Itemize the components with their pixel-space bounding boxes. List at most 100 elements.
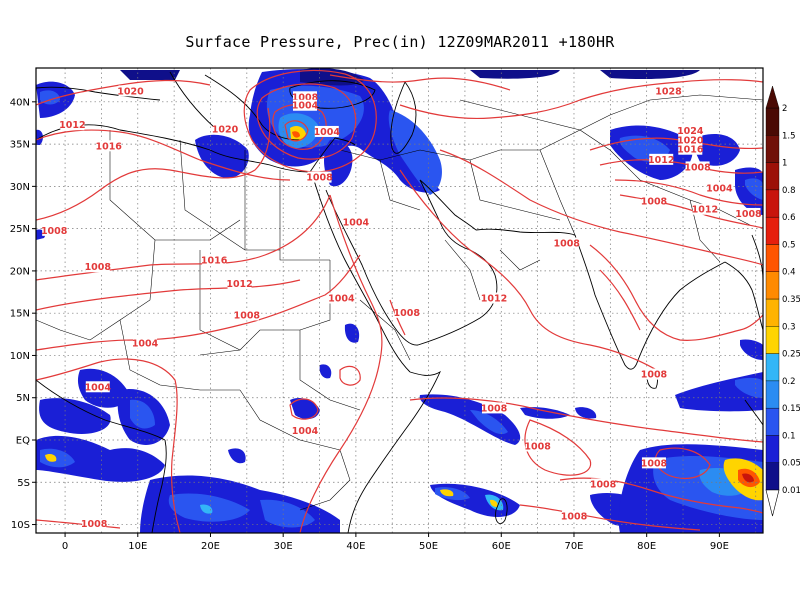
colorbar-label: 0.3 bbox=[782, 322, 796, 332]
colorbar-label: 1 bbox=[782, 159, 787, 169]
colorbar-label: 0.4 bbox=[782, 268, 796, 278]
isobar-label: 1008 bbox=[590, 480, 617, 491]
isobar-label: 1016 bbox=[95, 141, 122, 152]
y-tick-label: 5N bbox=[16, 393, 30, 404]
colorbar-label: 0.8 bbox=[782, 186, 796, 196]
isobar-label-bg bbox=[678, 143, 703, 155]
isobar-label: 1004 bbox=[343, 217, 370, 228]
colorbar-swatch bbox=[765, 326, 780, 354]
colorbar-swatch bbox=[765, 380, 780, 409]
isobar-label-bg bbox=[736, 207, 761, 219]
isobar-label: 1020 bbox=[212, 124, 239, 135]
isobar-label-bg bbox=[329, 292, 354, 304]
isobar-label-bg bbox=[692, 203, 717, 215]
isobar-label: 1008 bbox=[292, 92, 319, 103]
colorbar-swatch bbox=[765, 216, 780, 245]
isobar-label: 1012 bbox=[481, 294, 507, 305]
colorbar-label: 0.25 bbox=[782, 350, 800, 360]
isobar-label: 1004 bbox=[328, 294, 355, 305]
y-tick-label: 20N bbox=[10, 266, 30, 277]
isobar-label: 1004 bbox=[314, 127, 341, 138]
isobar-label-bg bbox=[656, 85, 681, 97]
isobar-label-bg bbox=[343, 216, 368, 228]
isobar-label: 1012 bbox=[226, 279, 252, 290]
isobar-label: 1008 bbox=[81, 519, 108, 530]
colorbar-swatch bbox=[765, 244, 780, 272]
isobar-label-bg bbox=[292, 91, 317, 103]
isobar-label-bg bbox=[394, 306, 419, 318]
isobar-label: 1008 bbox=[641, 370, 668, 381]
isobar-label-bg bbox=[292, 99, 317, 111]
isobar-label-bg bbox=[292, 425, 317, 437]
colorbar-swatch bbox=[765, 462, 780, 491]
isobar-label: 1008 bbox=[234, 310, 261, 321]
isobar-label-bg bbox=[641, 195, 666, 207]
x-tick-label: 80E bbox=[637, 541, 656, 552]
colorbar-label: 2 bbox=[782, 104, 787, 114]
isobar-label: 1008 bbox=[394, 308, 421, 319]
colorbar-swatch bbox=[765, 107, 780, 136]
x-tick-label: 90E bbox=[710, 541, 729, 552]
isobar-label-bg bbox=[685, 161, 710, 173]
colorbar-swatch bbox=[765, 162, 780, 191]
isobar-label-bg bbox=[85, 261, 110, 273]
isobar-label-bg bbox=[678, 125, 703, 137]
isobar-label-bg bbox=[96, 140, 121, 152]
isobar-label: 1028 bbox=[655, 86, 682, 97]
y-tick-label: 5S bbox=[17, 478, 30, 489]
colorbar-label: 0.15 bbox=[782, 404, 800, 414]
colorbar-label: 0.6 bbox=[782, 213, 796, 223]
y-tick-label: 25N bbox=[10, 224, 30, 235]
colorbar-swatch bbox=[765, 298, 780, 327]
x-tick-label: 10E bbox=[128, 541, 147, 552]
isobar-label-bg bbox=[525, 440, 550, 452]
isobar-label-bg bbox=[649, 153, 674, 165]
isobar-label-bg bbox=[482, 292, 507, 304]
isobar-label: 1008 bbox=[641, 196, 668, 207]
y-tick-label: 40N bbox=[10, 97, 30, 108]
isobar-label-bg bbox=[202, 254, 227, 266]
precip-colorbar: 0.01 0.05 0.1 0.15 0.2 0.25 0.3 0.35 0.4 0.5 0.6 0.… bbox=[765, 85, 800, 517]
isobar-label: 1008 bbox=[85, 262, 112, 273]
x-axis: 0 10E 20E 30E 40E 50E 60E 70E 80E 90E bbox=[62, 533, 729, 552]
isobar-label-bg bbox=[133, 337, 158, 349]
x-tick-label: 70E bbox=[564, 541, 583, 552]
isobar-label-bg bbox=[118, 85, 143, 97]
isobar-label: 1012 bbox=[648, 155, 674, 166]
colorbar-label: 0.1 bbox=[782, 431, 796, 441]
isobar-label: 1016 bbox=[201, 255, 228, 266]
isobar-label: 1024 bbox=[677, 126, 704, 137]
isobar-label-bg bbox=[641, 368, 666, 380]
colorbar-label: 0.35 bbox=[782, 295, 800, 305]
x-tick-label: 0 bbox=[62, 541, 68, 552]
map-frame bbox=[35, 67, 764, 534]
x-tick-label: 40E bbox=[346, 541, 365, 552]
y-tick-label: 10N bbox=[10, 351, 30, 362]
colorbar-label: 1.5 bbox=[782, 131, 796, 141]
colorbar-swatch bbox=[765, 271, 780, 300]
isobar-label-bg bbox=[60, 119, 85, 131]
colorbar-swatch bbox=[765, 407, 780, 436]
isobar-label: 1004 bbox=[132, 338, 159, 349]
isobar-label: 1008 bbox=[306, 173, 333, 184]
isobar-label: 1020 bbox=[677, 135, 704, 146]
chart-title: Surface Pressure, Prec(in) 12Z09MAR2011 … bbox=[185, 33, 615, 51]
colorbar-swatch bbox=[765, 435, 780, 463]
colorbar-label: 0.5 bbox=[782, 240, 796, 250]
isobar-label: 1008 bbox=[524, 441, 551, 452]
isobar-label-bg bbox=[82, 518, 107, 530]
isobar-label: 1016 bbox=[677, 145, 704, 156]
isobar-label-bg bbox=[678, 134, 703, 146]
isobar-label: 1004 bbox=[85, 382, 112, 393]
isobar-label-bg bbox=[42, 224, 67, 236]
colorbar-bottom-arrow bbox=[765, 489, 780, 517]
isobar-label-bg bbox=[85, 381, 110, 393]
colorbar-swatch bbox=[765, 353, 780, 382]
isobar-label: 1004 bbox=[292, 101, 319, 112]
colorbar-swatch bbox=[765, 135, 780, 163]
y-tick-label: 10S bbox=[11, 520, 30, 531]
isobar-label-bg bbox=[213, 123, 238, 135]
isobar-label-bg bbox=[591, 478, 616, 490]
isobar-labels: 1020101210161020100810041004100810041008… bbox=[41, 85, 762, 530]
colorbar-swatch bbox=[765, 189, 780, 218]
